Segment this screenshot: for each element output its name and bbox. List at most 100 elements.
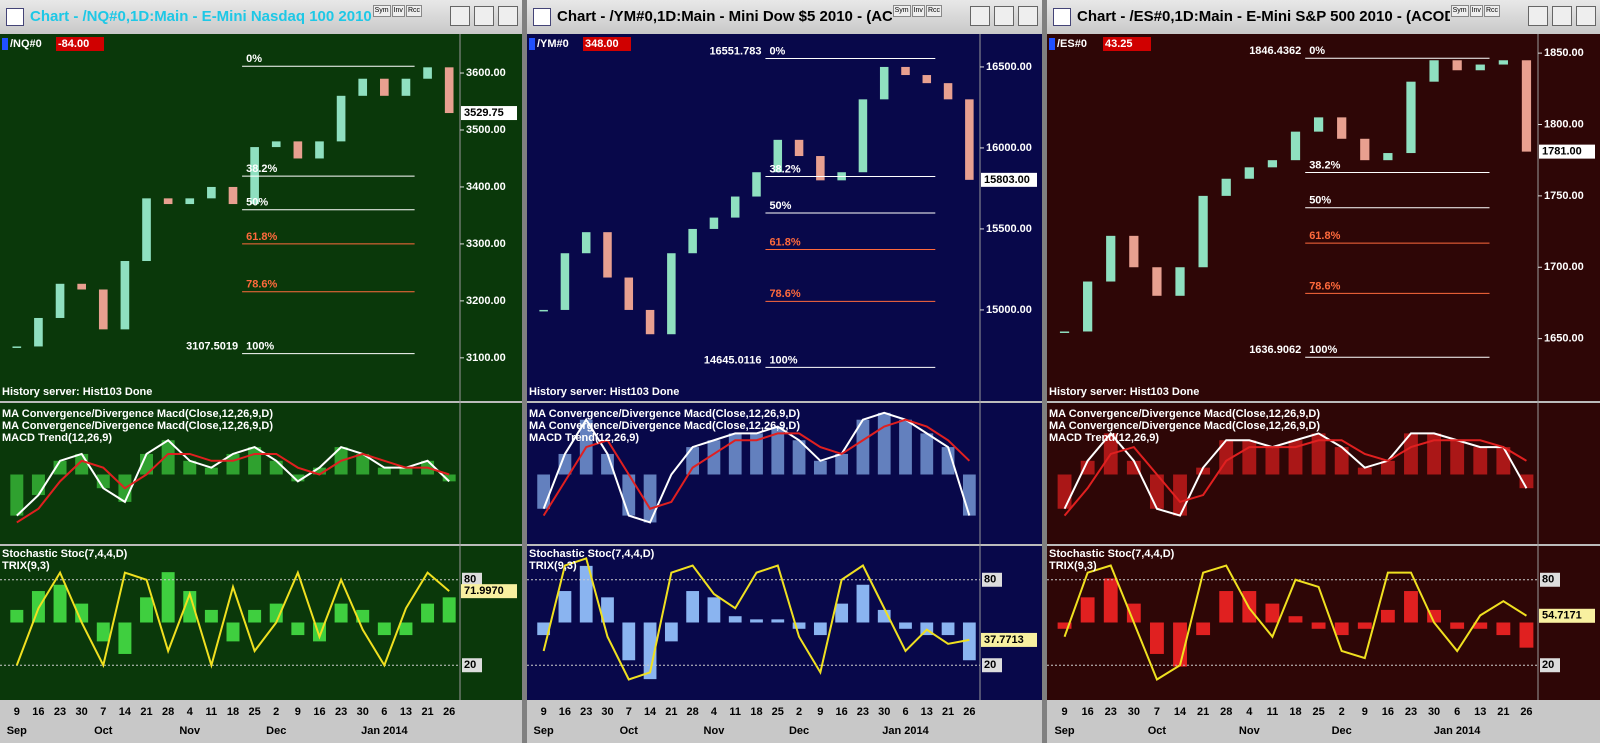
tool-button[interactable]: Inv (1469, 5, 1483, 17)
change-box (1103, 37, 1151, 51)
trix-bar (1219, 591, 1234, 623)
x-tick-label: 11 (729, 706, 741, 718)
candle (773, 139, 783, 173)
x-tick-label: 11 (206, 706, 218, 718)
minimize-button[interactable] (970, 6, 990, 26)
x-tick-label: 7 (100, 706, 106, 718)
tool-button[interactable]: Sym (372, 5, 391, 17)
fib-level-label: 50% (1309, 195, 1331, 207)
candle (380, 78, 389, 96)
maximize-button[interactable] (994, 6, 1014, 26)
fib-level-label: 78.6% (246, 279, 277, 291)
trix-bar (750, 619, 763, 623)
x-tick-label: 30 (357, 706, 369, 718)
title-bar: Chart - /YM#0,1D:Main - Mini Dow $5 2010… (527, 0, 1042, 35)
macd-line (542, 411, 971, 524)
candle (1313, 117, 1324, 132)
title-bar: Chart - /ES#0,1D:Main - E-Mini S&P 500 2… (1047, 0, 1600, 35)
tool-button[interactable]: Inv (911, 5, 925, 17)
trix-bar (248, 609, 262, 623)
minimize-button[interactable] (1528, 6, 1548, 26)
macd-bar (877, 412, 891, 475)
y-tick-label: 20 (1542, 659, 1554, 671)
signal-line (16, 452, 450, 524)
trix-bar (1496, 622, 1511, 636)
tool-button[interactable]: Rcc (1483, 5, 1500, 17)
trix-bar (1173, 622, 1187, 667)
tool-button[interactable]: Rcc (925, 5, 942, 17)
x-tick-label: 21 (942, 706, 954, 718)
last-price-box (981, 172, 1037, 187)
tool-button[interactable]: Sym (1450, 5, 1469, 17)
y-tick-label: 1800.00 (1544, 118, 1584, 130)
date-axis (1047, 700, 1600, 743)
fib-level-label: 61.8% (769, 236, 800, 248)
trix-bar (1103, 578, 1118, 623)
tick-box (982, 658, 1002, 673)
macd-bar (183, 460, 197, 475)
indicator-label: Stochastic Stoc(7,4,4,D) (1049, 548, 1175, 560)
tick-box (1540, 658, 1560, 673)
trix-bar (1404, 591, 1418, 623)
trix-bar (291, 622, 305, 636)
trix-bar (622, 622, 636, 661)
symbol-label: /YM#0 (537, 38, 569, 50)
tool-button[interactable]: Sym (892, 5, 911, 17)
close-button[interactable] (1576, 6, 1596, 26)
x-tick-label: 9 (817, 706, 823, 718)
window-buttons (1528, 6, 1596, 26)
trix-bar (1311, 622, 1326, 629)
close-button[interactable] (1018, 6, 1038, 26)
stoch-last-label: 71.9970 (464, 585, 504, 597)
tool-button[interactable]: Rcc (405, 5, 422, 17)
trix-bar (1288, 616, 1303, 623)
status-text: History server: Hist103 Done (1049, 386, 1199, 398)
symbol-label: /ES#0 (1057, 38, 1087, 50)
macd-bar (1173, 474, 1187, 516)
candle (1059, 331, 1070, 333)
candle (336, 95, 346, 142)
x-tick-label: 6 (381, 706, 387, 718)
y-tick-label: 3300.00 (466, 238, 506, 250)
y-tick-label: 3600.00 (466, 67, 506, 79)
window-title: Chart - /NQ#0,1D:Main - E-Mini Nasdaq 10… (30, 8, 372, 25)
indicator-label: TRIX(9,3) (1049, 560, 1097, 572)
x-tick-label: 25 (248, 706, 260, 718)
candle (688, 228, 697, 254)
macd-bar (248, 447, 262, 475)
x-tick-label: 16 (313, 706, 325, 718)
stoch-last-box (1539, 608, 1595, 623)
indicator-label: TRIX(9,3) (529, 560, 577, 572)
month-label: Jan 2014 (1434, 725, 1481, 737)
candle (1498, 60, 1508, 65)
last-price-label: 15803.00 (984, 174, 1030, 186)
candle (1521, 60, 1532, 152)
trix-bar (140, 597, 154, 623)
y-tick-label: 80 (464, 574, 476, 586)
trix-bar (792, 622, 806, 629)
trix-bar (161, 572, 175, 623)
macd-bar (1126, 460, 1141, 475)
indicator-label: TRIX(9,3) (2, 560, 50, 572)
x-tick-label: 9 (295, 706, 301, 718)
candle (1267, 160, 1278, 168)
trix-bar (10, 609, 24, 623)
maximize-button[interactable] (474, 6, 494, 26)
macd-bar (1519, 474, 1534, 489)
close-button[interactable] (498, 6, 518, 26)
maximize-button[interactable] (1552, 6, 1572, 26)
minimize-button[interactable] (450, 6, 470, 26)
x-tick-label: 25 (1312, 706, 1324, 718)
indicator-label: MA Convergence/Divergence Macd(Close,12,… (2, 408, 273, 420)
chart-window: Chart - /YM#0,1D:Main - Mini Dow $5 2010… (527, 0, 1042, 743)
macd-bar (442, 474, 456, 482)
x-tick-label: 21 (1497, 706, 1509, 718)
tick-box (982, 572, 1002, 587)
y-tick-label: 3100.00 (466, 352, 506, 364)
app-icon (6, 8, 24, 26)
candle (401, 78, 411, 96)
x-tick-label: 14 (644, 706, 657, 718)
plot-background (0, 34, 522, 700)
tool-button[interactable]: Inv (391, 5, 405, 17)
trix-bar (1150, 622, 1164, 654)
